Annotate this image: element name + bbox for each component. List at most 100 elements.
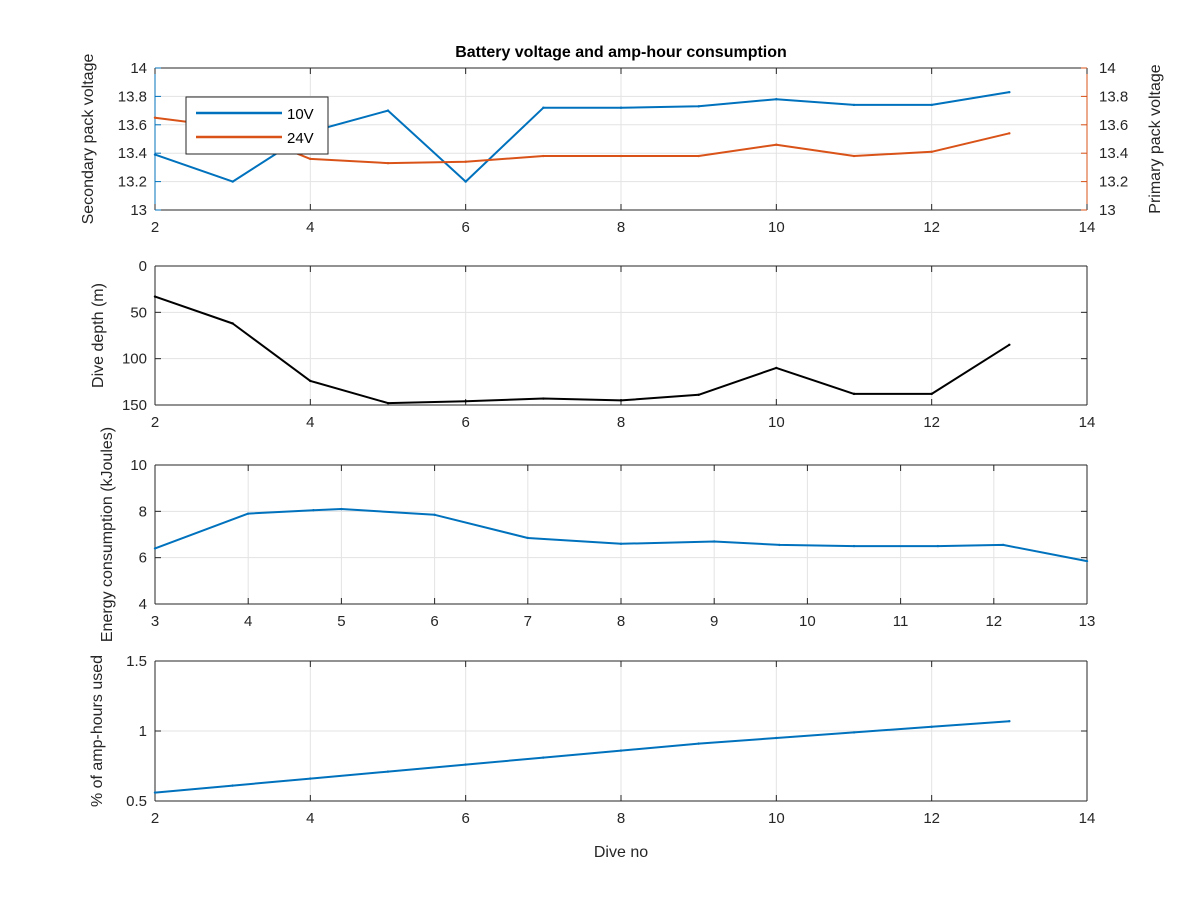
x-tick-label: 12	[923, 810, 940, 827]
x-tick-label: 10	[799, 613, 816, 630]
data-point	[309, 379, 312, 383]
y-tick-label: 13	[130, 202, 147, 219]
y-tick-label: 1	[139, 723, 147, 740]
y-right-tick-label: 13.4	[1099, 145, 1128, 162]
data-point	[542, 756, 545, 759]
legend-label-24V: 24V	[287, 130, 314, 147]
y-right-axis-label: Primary pack voltage	[1147, 64, 1164, 213]
x-tick-label: 6	[461, 810, 469, 827]
data-point	[542, 154, 545, 158]
x-tick-label: 2	[151, 810, 159, 827]
data-point	[433, 513, 436, 517]
x-tick-label: 8	[617, 613, 625, 630]
y-right-tick-label: 13	[1099, 202, 1116, 219]
data-point	[775, 143, 778, 146]
data-point	[852, 544, 856, 548]
y-tick-label: 8	[139, 503, 147, 520]
data-point	[930, 392, 933, 396]
data-point	[386, 401, 390, 405]
panels: 2 4 6 8 10 12 141313.213.413.613.8141313.213.4…	[80, 54, 1164, 827]
data-point	[309, 157, 312, 161]
x-tick-label: 2	[151, 219, 159, 236]
x-tick-label: 9	[710, 613, 718, 630]
data-point	[309, 777, 312, 780]
y-tick-label: 10	[130, 457, 147, 474]
x-tick-label: 14	[1079, 219, 1096, 236]
panel-4: 2 4 6 8 10 12 14 0.5 1 1.5 % of amp-hours used	[89, 653, 1095, 827]
data-point	[775, 736, 778, 740]
data-point	[526, 536, 529, 540]
data-point	[697, 105, 700, 108]
y-tick-label: 14	[130, 60, 147, 77]
legend-box	[185, 96, 329, 155]
data-point	[1008, 132, 1011, 135]
data-point	[153, 547, 157, 550]
y-tick-label: 50	[130, 304, 147, 321]
panel-1: 2 4 6 8 10 12 141313.213.413.613.8141313.213.4…	[80, 54, 1164, 236]
y-tick-label: 13.4	[118, 145, 147, 162]
x-tick-label: 2	[151, 414, 159, 431]
data-point	[619, 106, 623, 109]
x-tick-label: 8	[617, 219, 625, 236]
data-point	[697, 742, 700, 745]
data-point	[153, 295, 157, 298]
panel-2: 2 4 6 8 10 12 14 0 50 100 150 Dive depth (m)	[90, 258, 1095, 431]
y-tick-label: 13.2	[118, 174, 147, 191]
x-tick-label: 4	[306, 219, 314, 236]
data-point	[697, 154, 700, 158]
x-tick-label: 8	[617, 414, 625, 431]
data-point	[713, 540, 716, 543]
data-point	[1008, 343, 1011, 346]
x-tick-label: 14	[1079, 810, 1096, 827]
data-point	[464, 400, 467, 403]
data-point	[936, 544, 940, 548]
x-tick-label: 3	[151, 613, 159, 630]
y-tick-label: 13.8	[118, 88, 147, 105]
data-point	[464, 180, 467, 183]
data-point	[930, 150, 933, 153]
y-axis-label: Secondary pack voltage	[80, 54, 97, 225]
data-point	[340, 507, 343, 511]
data-point	[153, 153, 157, 156]
x-tick-label: 10	[768, 810, 785, 827]
x-tick-label: 8	[617, 810, 625, 827]
y-tick-label: 1.5	[126, 653, 147, 670]
x-axis-label: Dive no	[594, 844, 648, 861]
data-point	[775, 366, 778, 370]
x-tick-label: 13	[1079, 613, 1096, 630]
data-point	[852, 103, 856, 107]
x-tick-label: 6	[461, 219, 469, 236]
data-point	[312, 508, 315, 512]
x-tick-label: 6	[461, 414, 469, 431]
x-tick-label: 6	[430, 613, 438, 630]
data-point	[464, 763, 467, 766]
x-tick-label: 4	[306, 414, 314, 431]
data-point	[775, 98, 778, 101]
data-point	[619, 749, 623, 752]
x-tick-label: 12	[923, 414, 940, 431]
data-point	[852, 154, 856, 158]
data-point	[464, 160, 467, 163]
x-tick-label: 12	[985, 613, 1002, 630]
data-point	[930, 103, 933, 107]
x-tick-label: 10	[768, 414, 785, 431]
data-point	[386, 770, 390, 773]
data-point	[386, 161, 390, 165]
y-tick-label: 13.6	[118, 117, 147, 134]
y-axis-label: % of amp-hours used	[89, 655, 106, 807]
y-tick-label: 150	[122, 397, 147, 414]
y-tick-label: 6	[139, 550, 147, 567]
y-right-tick-label: 13.8	[1099, 88, 1128, 105]
data-point	[697, 393, 700, 397]
data-point	[778, 543, 781, 547]
data-point	[231, 180, 234, 183]
x-tick-label: 11	[893, 613, 909, 630]
data-point	[153, 791, 157, 794]
chart-title: Battery voltage and amp-hour consumption	[455, 44, 787, 61]
data-point	[542, 397, 545, 400]
data-point	[247, 512, 250, 515]
x-tick-label: 5	[337, 613, 345, 630]
x-tick-label: 7	[524, 613, 532, 630]
y-tick-label: 0.5	[126, 793, 147, 810]
